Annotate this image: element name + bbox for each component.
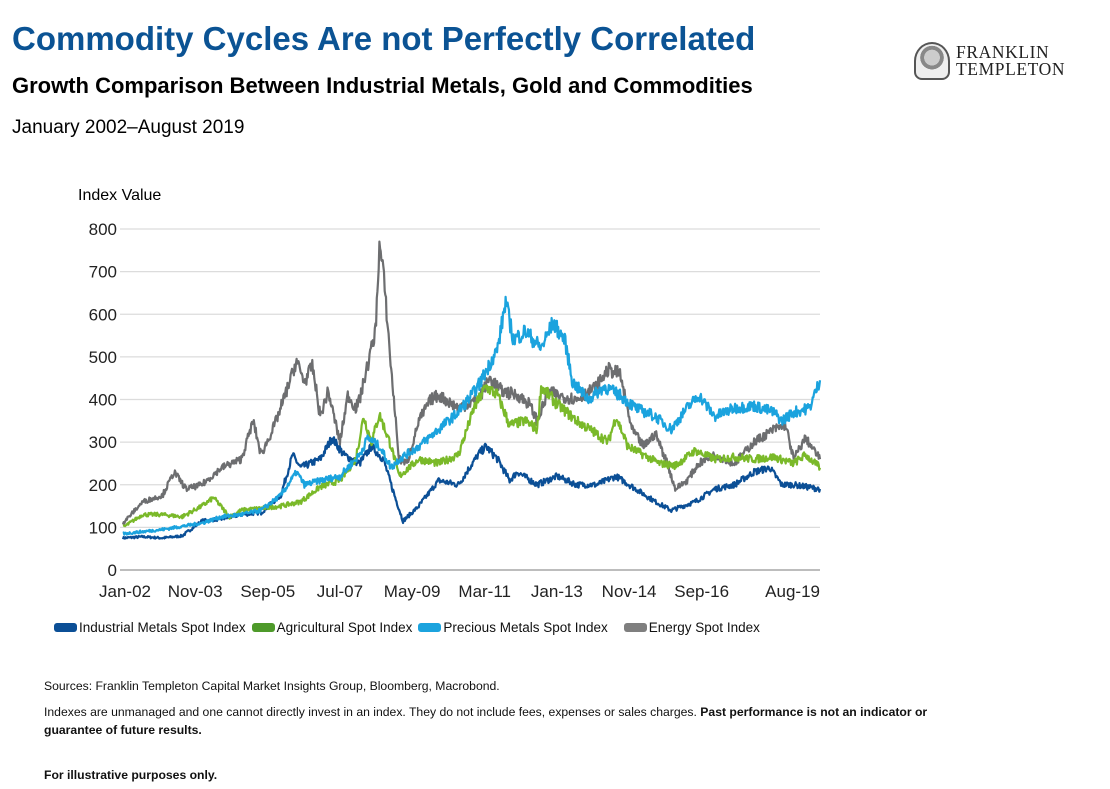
y-axis-ticks: 0 100 200 300 400 500 600 700 800 (89, 220, 117, 580)
x-tick-label: Jul-07 (317, 582, 363, 601)
y-tick-label: 0 (108, 561, 117, 580)
disclaimer-bold-2: guarantee of future results. (44, 723, 202, 737)
illustrative-note: For illustrative purposes only. (44, 768, 218, 782)
series-line-agricultural-spot-index (122, 384, 822, 528)
y-tick-label: 700 (89, 263, 117, 282)
chart-title: Commodity Cycles Are not Perfectly Corre… (12, 20, 756, 57)
disclaimer-regular: Indexes are unmanaged and one cannot dir… (44, 705, 701, 719)
disclaimer-bold: Past performance is not an indicator or (700, 705, 928, 719)
legend-label: Precious Metals Spot Index (443, 620, 608, 635)
y-tick-label: 200 (89, 476, 117, 495)
legend-swatch (623, 623, 647, 632)
logo-line-1: FRANKLIN (956, 42, 1050, 62)
series-line-industrial-metals-spot-index (121, 436, 822, 540)
series-line-energy-spot-index (121, 240, 822, 525)
legend-swatch (251, 623, 275, 632)
legend-label: Agricultural Spot Index (276, 620, 413, 635)
x-tick-label: Mar-11 (458, 582, 511, 601)
x-tick-label: Jan-13 (531, 582, 583, 601)
logo-line-2: TEMPLETON (956, 59, 1066, 79)
franklin-templeton-logo: FRANKLIN TEMPLETON (914, 42, 1065, 80)
legend-swatch (54, 623, 77, 632)
y-tick-label: 600 (89, 305, 117, 324)
x-tick-label: Nov-14 (602, 582, 657, 601)
x-tick-label: Sep-05 (240, 582, 295, 601)
x-tick-label: May-09 (384, 582, 441, 601)
sources-note: Sources: Franklin Templeton Capital Mark… (44, 679, 500, 693)
legend-item-precious-metals: Precious Metals Spot Index (418, 620, 608, 635)
legend-label: Industrial Metals Spot Index (79, 620, 246, 635)
disclaimer: Indexes are unmanaged and one cannot dir… (44, 703, 1004, 739)
y-tick-label: 100 (89, 518, 117, 537)
series-lines (121, 240, 822, 540)
series-line-precious-metals-spot-index (122, 295, 822, 536)
legend-item-energy: Energy Spot Index (623, 620, 760, 635)
legend-item-industrial-metals: Industrial Metals Spot Index (54, 620, 246, 635)
legend-swatch (418, 623, 442, 632)
legend-label: Energy Spot Index (648, 620, 760, 635)
logo-wordmark: FRANKLIN TEMPLETON (956, 42, 1066, 79)
legend-item-agricultural: Agricultural Spot Index (251, 620, 413, 635)
benjamin-franklin-medallion-icon (914, 42, 950, 80)
x-axis-ticks: Jan-02 Nov-03 Sep-05 Jul-07 May-09 Mar-11 Jan-… (99, 582, 820, 601)
x-tick-label: Nov-03 (168, 582, 223, 601)
x-tick-label: Aug-19 (765, 582, 820, 601)
y-tick-label: 500 (89, 348, 117, 367)
date-range: January 2002–August 2019 (12, 117, 245, 138)
y-tick-label: 300 (89, 433, 117, 452)
y-tick-label: 800 (89, 220, 117, 239)
chart-subtitle: Growth Comparison Between Industrial Met… (12, 73, 753, 98)
x-tick-label: Jan-02 (99, 582, 151, 601)
y-axis-label: Index Value (78, 187, 162, 204)
y-tick-label: 400 (89, 391, 117, 410)
legend: Industrial Metals Spot Index Agricultura… (54, 620, 766, 635)
x-tick-label: Sep-16 (674, 582, 729, 601)
